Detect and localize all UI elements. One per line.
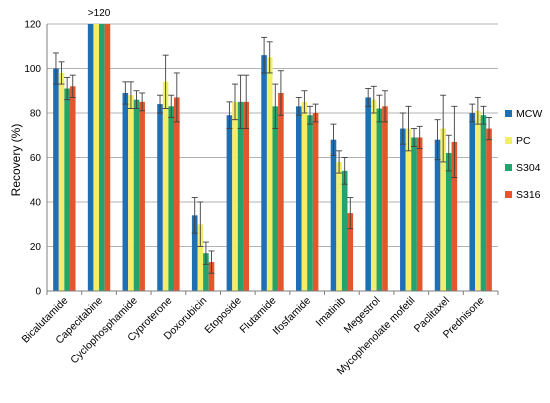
bar-pc-6 <box>266 57 273 291</box>
x-tick-label: Imatinib <box>314 295 349 330</box>
legend-label-mcw: MCW <box>516 108 542 120</box>
legend: MCW PC S304 S316 <box>505 108 542 201</box>
y-tick-label: 100 <box>24 64 41 75</box>
bar-pc-4 <box>197 224 204 291</box>
bar-s304-0 <box>64 88 70 292</box>
bar-s304-12 <box>480 115 487 291</box>
legend-label-s316: S316 <box>516 189 541 201</box>
bar-pc-11 <box>440 128 446 291</box>
bar-s316-4 <box>208 262 215 291</box>
bar-pc-1 <box>93 24 100 291</box>
y-axis-label: Recovery (%) <box>9 124 23 197</box>
x-tick-label: Ifosfamide <box>271 295 314 338</box>
bar-s316-8 <box>347 213 354 291</box>
bar-s304-6 <box>272 106 279 291</box>
bar-s316-5 <box>243 101 250 291</box>
y-tick-label: 0 <box>35 287 41 298</box>
bar-mcw-4 <box>191 215 198 291</box>
bar-pc-12 <box>475 110 481 292</box>
bar-s316-11 <box>451 141 458 291</box>
bar-pc-9 <box>370 99 377 292</box>
annotations: >120 <box>88 8 111 19</box>
bars-group <box>53 24 492 292</box>
bar-s304-11 <box>445 153 452 291</box>
legend-swatch-s316 <box>505 191 512 198</box>
x-tick-label: Etoposide <box>202 295 244 337</box>
legend-label-s304: S304 <box>516 162 541 174</box>
bar-s304-5 <box>237 101 244 291</box>
bar-s304-10 <box>411 137 417 291</box>
y-tick-label: 80 <box>30 109 42 120</box>
bar-mcw-12 <box>469 113 476 291</box>
bar-mcw-9 <box>365 97 371 291</box>
y-tick-label: 120 <box>24 20 41 31</box>
bar-mcw-2 <box>122 92 129 291</box>
bar-mcw-7 <box>295 106 302 291</box>
bar-mcw-0 <box>53 68 59 291</box>
bar-s304-9 <box>376 108 383 291</box>
bar-pc-7 <box>301 101 308 291</box>
legend-swatch-mcw <box>505 110 512 117</box>
bar-mcw-1 <box>87 24 94 291</box>
bar-s304-4 <box>203 253 209 291</box>
y-tick-label: 20 <box>30 242 42 253</box>
bar-s316-1 <box>104 24 111 291</box>
legend-swatch-s304 <box>505 164 512 171</box>
error-bars-group <box>52 36 493 274</box>
bar-s316-3 <box>174 97 180 291</box>
bar-mcw-10 <box>400 128 406 291</box>
bar-s304-7 <box>307 115 313 291</box>
bar-s316-12 <box>486 128 492 291</box>
bar-s316-2 <box>139 101 145 291</box>
bar-s316-7 <box>312 113 319 291</box>
bar-s304-8 <box>341 170 348 291</box>
bar-pc-10 <box>405 128 412 291</box>
x-tick-labels: BicalutamideCapecitabineCyclophosphamide… <box>19 295 486 378</box>
y-tick-label: 60 <box>30 153 42 164</box>
annotation-label: >120 <box>88 8 111 19</box>
bar-mcw-6 <box>261 55 267 292</box>
bar-s304-3 <box>168 106 175 291</box>
bar-pc-8 <box>336 161 342 291</box>
bar-s304-2 <box>133 99 140 292</box>
bar-mcw-11 <box>434 139 441 291</box>
y-tick-labels: 0 20 40 60 80 100 120 <box>24 20 41 298</box>
bar-mcw-8 <box>330 139 337 291</box>
bar-pc-5 <box>232 101 238 291</box>
y-tick-label: 40 <box>30 198 42 209</box>
bar-pc-2 <box>128 95 134 291</box>
bar-mcw-3 <box>157 104 163 291</box>
bar-s316-0 <box>69 86 76 291</box>
axes <box>46 24 499 295</box>
bar-pc-3 <box>162 81 169 291</box>
bar-s316-10 <box>416 137 423 291</box>
bar-mcw-5 <box>226 115 233 291</box>
bar-s316-6 <box>278 92 284 291</box>
bar-s304-1 <box>99 24 105 291</box>
bar-s316-9 <box>382 106 388 291</box>
bar-pc-0 <box>58 72 65 291</box>
legend-label-pc: PC <box>516 135 531 147</box>
legend-swatch-pc <box>505 137 512 144</box>
